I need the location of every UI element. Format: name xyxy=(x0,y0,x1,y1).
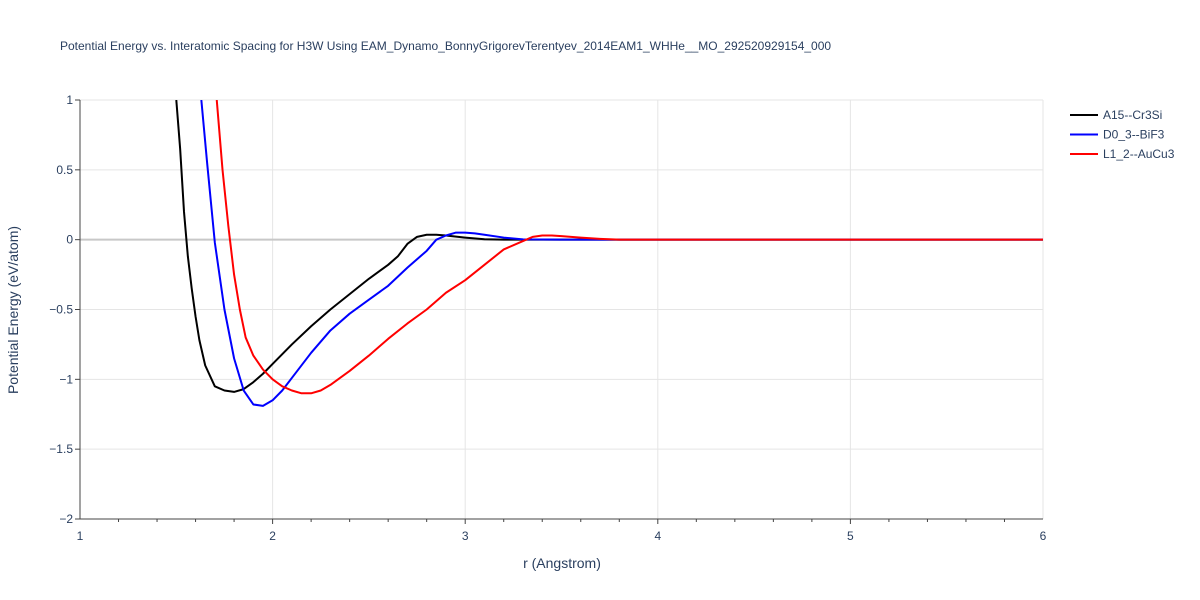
series-line-2 xyxy=(200,100,1043,407)
y-tick-label: −1 xyxy=(59,372,73,386)
x-tick-label: 6 xyxy=(1040,529,1047,543)
y-tick-label: 0.5 xyxy=(56,163,73,177)
y-tick-label: −0.5 xyxy=(49,303,73,317)
y-tick-label: −2 xyxy=(59,512,73,526)
chart-title: Potential Energy vs. Interatomic Spacing… xyxy=(60,39,831,53)
x-axis-ticks: 1 2 3 4 5 6 xyxy=(77,519,1047,543)
legend-label: A15--Cr3Si xyxy=(1103,108,1162,122)
y-axis-title: Potential Energy (eV/atom) xyxy=(5,226,21,394)
legend: A15--Cr3Si D0_3--BiF3 L1_2--AuCu3 xyxy=(1070,108,1175,161)
x-tick-label: 3 xyxy=(462,529,469,543)
legend-label: L1_2--AuCu3 xyxy=(1103,147,1175,161)
x-tick-label: 1 xyxy=(77,529,84,543)
series-line-3 xyxy=(215,100,1043,395)
x-tick-label: 2 xyxy=(269,529,276,543)
y-tick-label: −1.5 xyxy=(49,442,73,456)
y-axis-ticks: −2 −1.5 −1 −0.5 0 0.5 1 xyxy=(49,93,80,526)
x-tick-label: 5 xyxy=(847,529,854,543)
series-line-1 xyxy=(175,100,1043,393)
x-tick-label: 4 xyxy=(654,529,661,543)
plot-area xyxy=(175,100,1043,407)
x-axis-title: r (Angstrom) xyxy=(523,555,601,571)
y-tick-label: 1 xyxy=(66,93,73,107)
legend-label: D0_3--BiF3 xyxy=(1103,128,1165,142)
y-tick-label: 0 xyxy=(66,233,73,247)
